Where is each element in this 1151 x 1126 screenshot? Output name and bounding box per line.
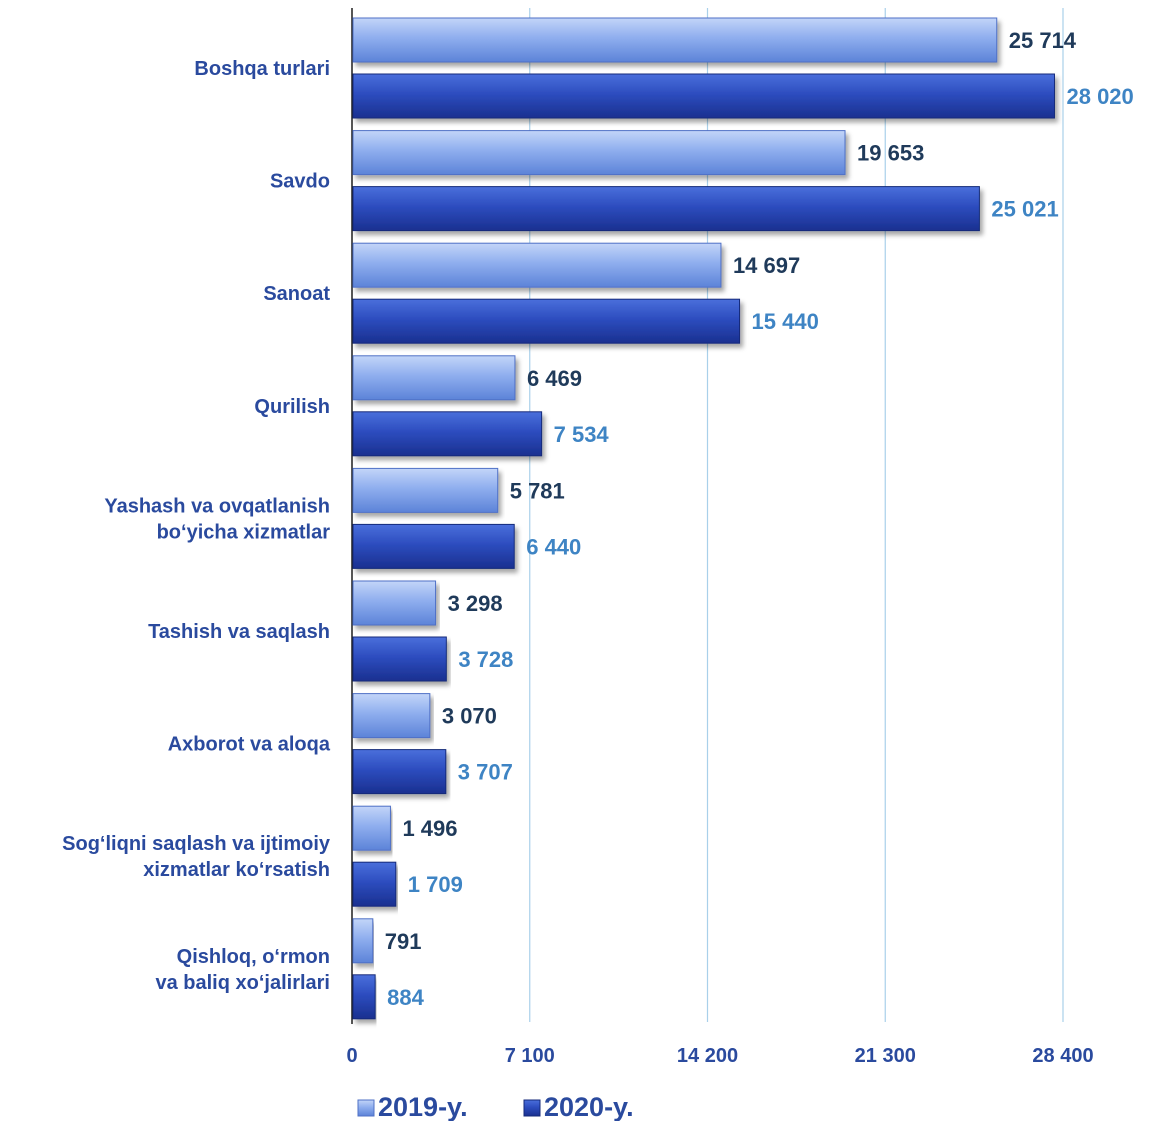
bar-2019 <box>352 693 431 739</box>
bar-2020 <box>352 523 515 569</box>
x-tick-label: 21 300 <box>855 1045 916 1067</box>
category-label: va baliq xo‘jalirlari <box>155 972 330 994</box>
category-label: Savdo <box>270 171 330 193</box>
labels: 0 7 100 14 200 21 300 28 400 25 714 28 020 Bosh… <box>62 28 1134 1067</box>
category-label: xizmatlar ko‘rsatish <box>143 859 330 881</box>
category-label: Sog‘liqni saqlash va ijtimoiy <box>62 833 331 855</box>
value-label-2019: 5 781 <box>510 478 565 503</box>
bar-2019 <box>352 580 437 626</box>
value-label-2020: 6 440 <box>526 534 581 559</box>
category-label: Sanoat <box>263 283 330 305</box>
gridlines <box>351 8 1064 1024</box>
bar-2019 <box>352 805 391 851</box>
value-label-2020: 15 440 <box>752 309 819 334</box>
value-label-2019: 14 697 <box>733 253 800 278</box>
category-label: bo‘yicha xizmatlar <box>157 521 331 543</box>
category-label: Boshqa turlari <box>194 58 330 80</box>
legend: 2019-y. 2020-y. <box>357 1092 634 1122</box>
bar-2019 <box>352 918 374 964</box>
legend-label-2020: 2020-y. <box>544 1092 634 1121</box>
bar-2020 <box>352 749 447 795</box>
x-tick-label: 14 200 <box>677 1045 738 1067</box>
value-label-2020: 25 021 <box>991 197 1058 222</box>
value-label-2020: 884 <box>387 985 424 1010</box>
category-label: Axborot va aloqa <box>168 734 331 756</box>
legend-swatch-2020 <box>523 1099 541 1117</box>
value-label-2019: 19 653 <box>857 141 924 166</box>
bar-2019 <box>352 242 722 288</box>
value-label-2020: 1 709 <box>408 872 463 897</box>
value-label-2020: 3 728 <box>458 647 513 672</box>
bars <box>352 17 1055 1020</box>
category-label: Qurilish <box>254 396 330 418</box>
value-label-2019: 791 <box>385 929 422 954</box>
value-label-2019: 1 496 <box>402 816 457 841</box>
value-label-2020: 3 707 <box>458 760 513 785</box>
value-label-2019: 25 714 <box>1009 28 1077 53</box>
x-tick-label: 7 100 <box>505 1045 555 1067</box>
bar-2020 <box>352 974 376 1020</box>
value-label-2019: 6 469 <box>527 366 582 391</box>
category-label: Qishloq, o‘rmon <box>177 946 330 968</box>
value-label-2019: 3 070 <box>442 704 497 729</box>
value-label-2020: 7 534 <box>554 422 610 447</box>
value-label-2019: 3 298 <box>448 591 503 616</box>
x-tick-label: 28 400 <box>1032 1045 1093 1067</box>
legend-label-2019: 2019-y. <box>378 1092 468 1121</box>
value-label-2020: 28 020 <box>1066 84 1133 109</box>
bar-2019 <box>352 355 516 401</box>
category-label: Yashash va ovqatlanish <box>104 495 330 517</box>
legend-swatch-2019 <box>357 1099 375 1117</box>
bar-2019 <box>352 130 846 176</box>
x-tick-label: 0 <box>346 1045 357 1067</box>
bar-2020 <box>352 186 980 232</box>
bar-2019 <box>352 467 499 513</box>
bar-2020 <box>352 636 447 682</box>
category-label: Tashish va saqlash <box>148 621 330 643</box>
bar-2020 <box>352 73 1055 119</box>
bar-2019 <box>352 17 998 63</box>
bar-2020 <box>352 411 543 457</box>
bar-2020 <box>352 298 741 344</box>
bar-2020 <box>352 861 397 907</box>
